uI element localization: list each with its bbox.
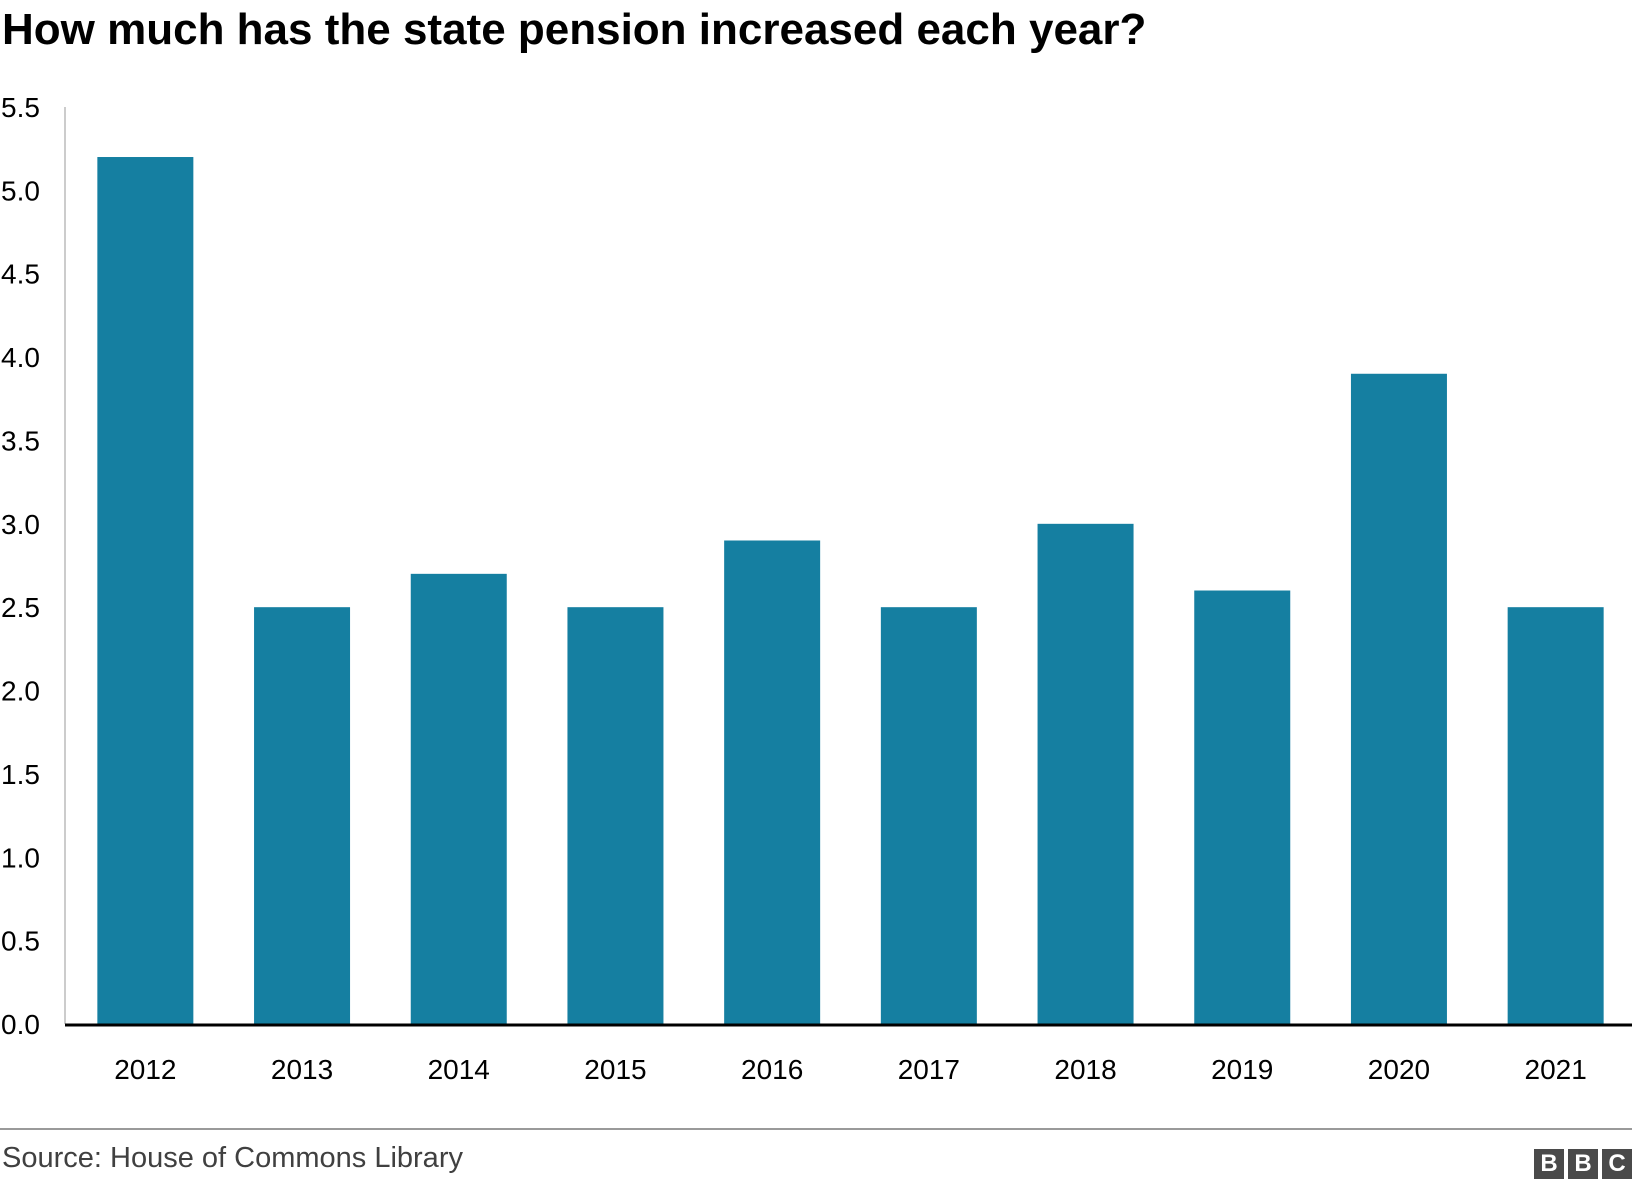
bar-2012 — [97, 157, 194, 1024]
x-tick-label: 2019 — [1211, 1054, 1273, 1085]
y-tick-label: 5.0 — [1, 175, 40, 206]
bar-2015 — [567, 607, 664, 1024]
bar-2020 — [1350, 373, 1447, 1024]
bbc-logo-letter-b2: B — [1568, 1149, 1598, 1179]
footer-divider — [0, 1128, 1632, 1130]
x-tick-label: 2013 — [271, 1054, 333, 1085]
bbc-logo-letter-c: C — [1602, 1149, 1632, 1179]
x-tick-label: 2016 — [741, 1054, 803, 1085]
bar-2021 — [1507, 607, 1604, 1024]
x-tick-label: 2020 — [1368, 1054, 1430, 1085]
bar-2014 — [410, 573, 507, 1024]
x-tick-label: 2018 — [1054, 1054, 1116, 1085]
y-tick-label: 0.5 — [1, 926, 40, 957]
y-tick-label: 3.5 — [1, 425, 40, 456]
y-tick-label: 1.5 — [1, 759, 40, 790]
source-note: Source: House of Commons Library — [2, 1142, 463, 1174]
x-tick-label: 2012 — [114, 1054, 176, 1085]
y-tick-label: 2.5 — [1, 592, 40, 623]
y-tick-label: 2.0 — [1, 676, 40, 707]
bar-2019 — [1194, 590, 1291, 1024]
bbc-logo: B B C — [1534, 1149, 1632, 1179]
y-tick-label: 0.0 — [1, 1009, 40, 1040]
y-tick-label: 4.5 — [1, 259, 40, 290]
bar-2016 — [724, 540, 821, 1024]
y-tick-label: 1.0 — [1, 842, 40, 873]
x-tick-label: 2017 — [898, 1054, 960, 1085]
y-axis-ticks: 0.0 0.5 1.0 1.5 2.0 2.5 3.0 3.5 4.0 4.5 5.0 5.5 — [1, 92, 40, 1040]
x-tick-label: 2015 — [584, 1054, 646, 1085]
x-axis-ticks: 2012 2013 2014 2015 2016 2017 2018 2019 2020 2021 — [114, 1054, 1587, 1085]
bar-2017 — [880, 607, 977, 1024]
y-tick-label: 5.5 — [1, 92, 40, 123]
bars-group — [97, 157, 1604, 1024]
x-tick-label: 2014 — [428, 1054, 490, 1085]
y-tick-label: 4.0 — [1, 342, 40, 373]
bar-2013 — [254, 607, 351, 1024]
bbc-logo-letter-b1: B — [1534, 1149, 1564, 1179]
x-tick-label: 2021 — [1525, 1054, 1587, 1085]
bar-2018 — [1037, 523, 1134, 1024]
chart-title: How much has the state pension increased… — [2, 5, 1147, 54]
y-tick-label: 3.0 — [1, 509, 40, 540]
